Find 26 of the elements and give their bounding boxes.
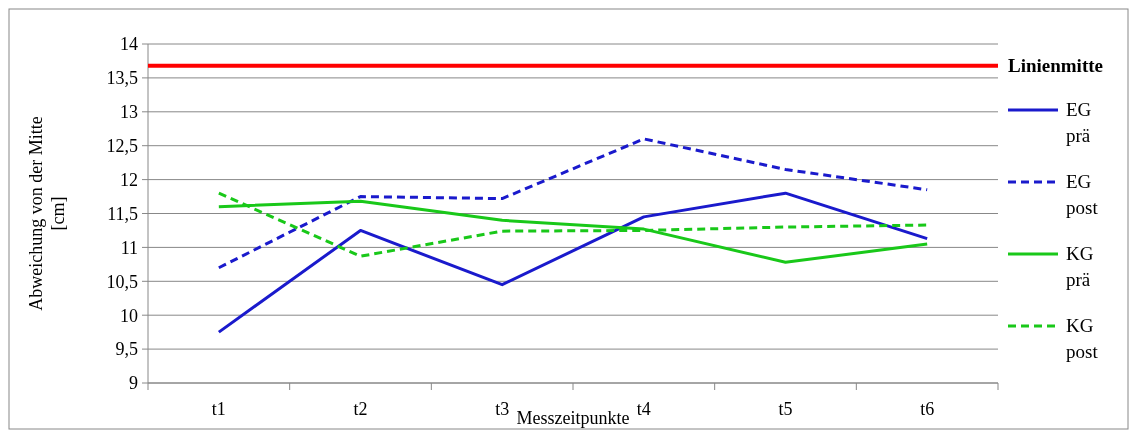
x-tick-label: t6	[920, 399, 935, 419]
x-tick-label: t1	[211, 399, 226, 419]
legend-label: EG post	[1066, 171, 1099, 218]
line-series	[217, 191, 929, 334]
y-tick-label: 13	[120, 102, 138, 123]
x-tick-label: t4	[636, 399, 651, 419]
y-tick-label: 9	[129, 373, 138, 394]
y-tick-label: 12	[120, 169, 138, 190]
y-tick-label: 10,5	[106, 271, 138, 292]
y-tick-label: 13,5	[106, 68, 138, 89]
x-tick-label: t3	[495, 399, 510, 419]
y-axis-title: Abweichung von der Mitte [cm]	[26, 116, 68, 311]
y-tick-label: 9,5	[115, 339, 138, 360]
y-tick-label: 11	[120, 237, 138, 258]
line-series	[217, 137, 929, 270]
y-tick-label: 14	[120, 34, 138, 55]
legend-label: KG post	[1066, 315, 1099, 362]
y-tick-label: 11,5	[107, 203, 138, 224]
legend-label: EG prä	[1066, 99, 1092, 146]
y-tick-label: 12,5	[106, 136, 138, 156]
x-tick-label: t2	[353, 399, 368, 419]
legend-label: KG prä	[1066, 243, 1094, 290]
x-axis-title: Messzeitpunkte	[516, 408, 630, 428]
y-tick-label: 10	[120, 305, 138, 326]
x-tick-label: t5	[778, 399, 793, 419]
ref-line-label: Linienmitte	[1008, 55, 1103, 76]
